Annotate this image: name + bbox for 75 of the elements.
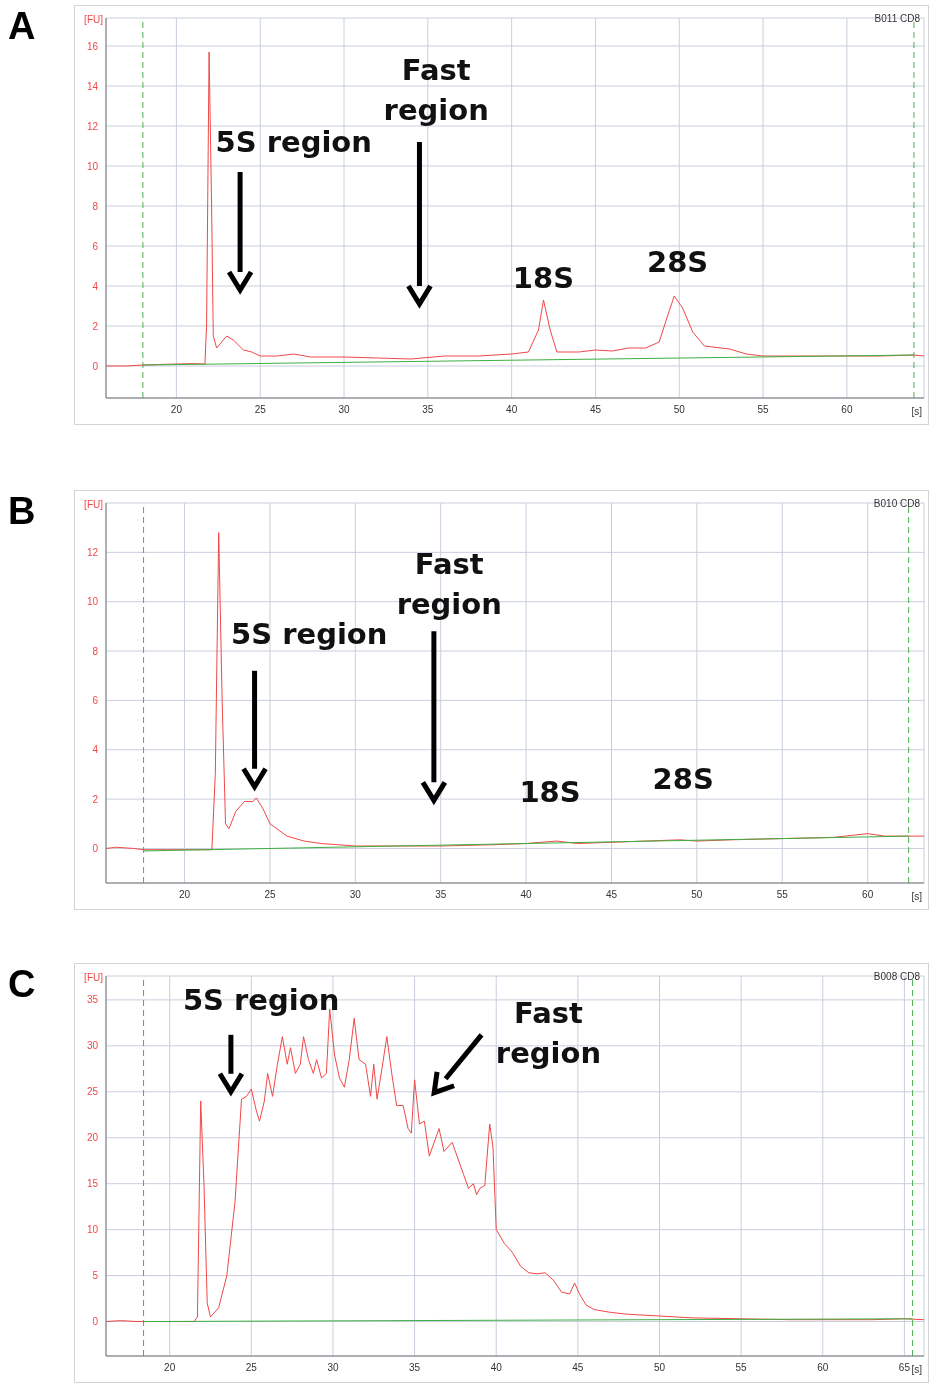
x-tick-label: 35 <box>435 889 447 901</box>
x-tick-label: 45 <box>605 889 618 901</box>
y-tick-label: 30 <box>86 1040 99 1052</box>
y-tick-label: 10 <box>86 160 99 172</box>
y-tick-label: 4 <box>92 744 99 756</box>
x-tick-label: 35 <box>422 404 434 416</box>
y-tick-label: 12 <box>86 546 99 558</box>
x-tick-label: 30 <box>338 404 351 416</box>
annotation: Fast region <box>396 547 502 622</box>
y-tick-label: 35 <box>86 994 99 1006</box>
x-tick-label: 20 <box>170 404 183 416</box>
y-tick-label: 2 <box>92 320 99 332</box>
x-tick-label: 50 <box>691 889 703 901</box>
x-tick-label: 35 <box>409 1362 421 1374</box>
y-tick-label: 0 <box>92 1316 99 1328</box>
annotation: 5S region <box>231 616 388 651</box>
annotation: 5S region <box>182 982 340 1017</box>
chart-title: B <box>8 490 36 533</box>
annotation: 28S <box>646 245 709 279</box>
x-tick-label: 45 <box>589 404 602 416</box>
y-tick-label: 8 <box>92 645 99 657</box>
y-axis-title: [FU] <box>84 972 104 983</box>
x-tick-label: 25 <box>264 889 276 901</box>
annotation: 18S <box>512 261 575 295</box>
y-tick-label: 10 <box>86 1224 99 1236</box>
x-axis-title: [s] <box>911 406 923 417</box>
y-tick-label: 25 <box>86 1086 99 1098</box>
x-tick-label: 40 <box>506 404 518 416</box>
annotation: B010 CD8 <box>873 498 921 509</box>
annotation: 28S <box>652 762 714 797</box>
y-tick-label: 16 <box>86 40 99 52</box>
y-tick-label: 15 <box>86 1178 99 1190</box>
x-tick-label: 40 <box>520 889 533 901</box>
annotation: Fast region <box>383 53 489 127</box>
y-tick-label: 6 <box>92 694 99 706</box>
annotation: B008 CD8 <box>873 971 921 982</box>
x-tick-label: 25 <box>245 1362 258 1374</box>
x-tick-label: 50 <box>673 404 686 416</box>
x-tick-label: 65 <box>898 1362 911 1374</box>
x-tick-label: 50 <box>653 1362 666 1374</box>
y-tick-label: 0 <box>92 843 99 854</box>
y-tick-label: 8 <box>92 200 99 212</box>
y-tick-label: 2 <box>92 793 99 805</box>
y-tick-label: 10 <box>86 596 99 608</box>
x-tick-label: 25 <box>254 404 267 416</box>
y-axis-title: [FU] <box>84 499 104 510</box>
x-tick-label: 30 <box>327 1362 339 1374</box>
y-tick-label: 12 <box>86 120 99 132</box>
annotation: Fast region <box>495 995 602 1070</box>
y-tick-label: 14 <box>86 80 99 92</box>
y-tick-label: 6 <box>92 240 99 252</box>
annotation: B011 CD8 <box>874 13 921 24</box>
x-tick-label: 60 <box>841 404 853 416</box>
y-tick-label: 5 <box>92 1270 99 1282</box>
annotation: 5S region <box>215 125 372 159</box>
x-tick-label: 60 <box>817 1362 829 1374</box>
line-series <box>106 51 924 367</box>
x-tick-label: 30 <box>349 889 362 901</box>
y-tick-label: 20 <box>86 1132 99 1144</box>
y-axis-title: [FU] <box>84 14 104 25</box>
x-tick-label: 20 <box>164 1362 176 1374</box>
x-tick-label: 55 <box>776 889 789 901</box>
x-tick-label: 40 <box>490 1362 503 1374</box>
x-tick-label: 20 <box>178 889 191 901</box>
annotation: 18S <box>519 774 581 809</box>
chart-title: A <box>8 5 36 48</box>
chart-title: C <box>8 963 36 1006</box>
x-tick-label: 60 <box>862 889 874 901</box>
x-tick-label: 55 <box>757 404 770 416</box>
y-tick-label: 0 <box>92 360 99 372</box>
x-tick-label: 55 <box>735 1362 748 1374</box>
x-axis-title: [s] <box>911 1364 923 1375</box>
x-axis-title: [s] <box>911 891 923 902</box>
y-tick-label: 4 <box>92 280 99 292</box>
x-tick-label: 45 <box>572 1362 584 1374</box>
